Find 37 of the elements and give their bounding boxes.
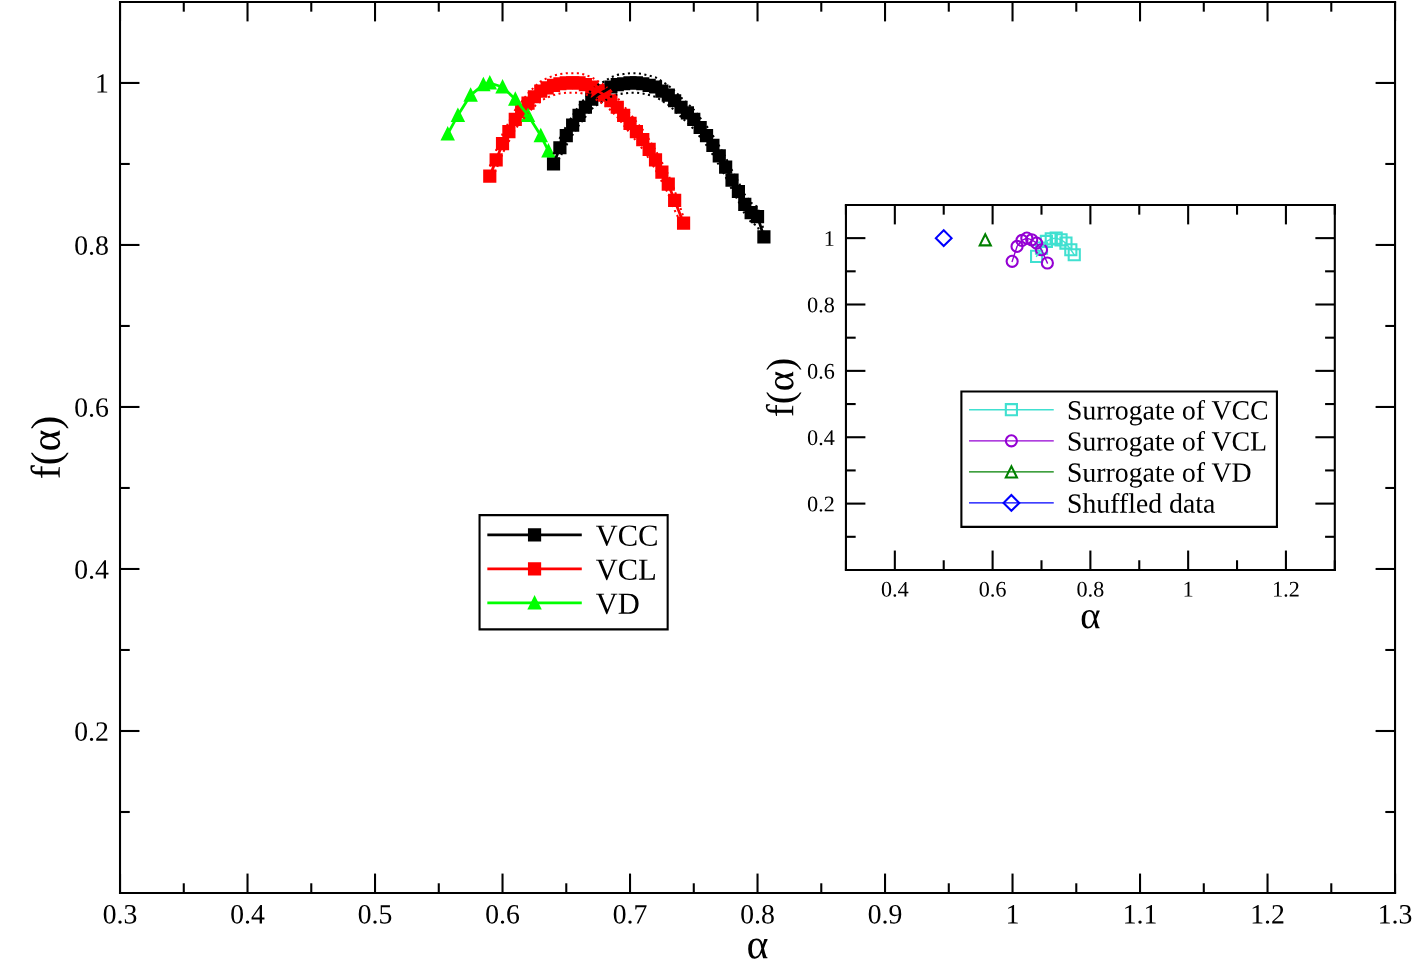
y-tick-label: 0.8 bbox=[75, 236, 108, 255]
y-tick-label: 0.6 bbox=[75, 398, 109, 418]
legend-label: Surrogate of VD bbox=[1068, 462, 1251, 488]
x-tick-label: 1.2 bbox=[1273, 581, 1299, 597]
y-axis-title: f(α) bbox=[30, 417, 69, 478]
y-tick-label: 0.4 bbox=[75, 560, 109, 580]
legend-label: Surrogate of VCC bbox=[1068, 399, 1268, 426]
y-tick-label: 0.4 bbox=[807, 430, 835, 446]
legend-label: VCL bbox=[596, 559, 655, 581]
x-axis-title: α bbox=[1081, 609, 1100, 629]
y-tick-label: 0.8 bbox=[807, 297, 834, 313]
y-tick-label: 0.2 bbox=[807, 496, 834, 512]
x-tick-label: 0.4 bbox=[881, 581, 909, 597]
x-tick-label: 0.6 bbox=[979, 581, 1006, 597]
x-tick-label: 1.1 bbox=[1125, 905, 1156, 924]
x-tick-label: 0.8 bbox=[1077, 581, 1104, 597]
x-tick-label: 0.3 bbox=[103, 904, 137, 924]
x-tick-label: 0.8 bbox=[741, 904, 774, 924]
y-axis-title: f(α) bbox=[765, 359, 802, 416]
x-tick-label: 0.6 bbox=[486, 904, 520, 924]
x-axis-title: α bbox=[748, 938, 768, 959]
x-tick-label: 0.9 bbox=[868, 904, 902, 924]
y-tick-label: 0.6 bbox=[807, 363, 835, 379]
x-tick-label: 0.5 bbox=[358, 904, 392, 924]
y-tick-label: 0.2 bbox=[75, 722, 108, 742]
legend-label: Surrogate of VCL bbox=[1068, 430, 1266, 457]
legend-label: VD bbox=[596, 593, 639, 615]
x-tick-label: 1 bbox=[1008, 905, 1018, 924]
x-tick-label: 0.4 bbox=[231, 904, 265, 924]
x-tick-label: 1.2 bbox=[1252, 904, 1284, 924]
x-tick-label: 0.7 bbox=[613, 904, 647, 924]
y-tick-label: 1 bbox=[97, 74, 108, 93]
y-tick-label: 1 bbox=[825, 231, 834, 246]
legend-label: Shuffled data bbox=[1068, 493, 1215, 513]
legend-label: VCC bbox=[596, 525, 657, 547]
x-tick-label: 1 bbox=[1184, 581, 1193, 597]
x-tick-label: 1.3 bbox=[1380, 904, 1412, 924]
